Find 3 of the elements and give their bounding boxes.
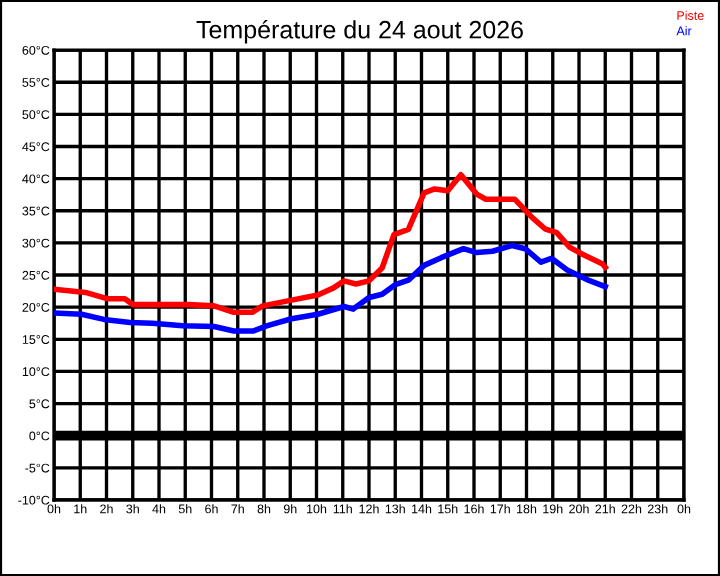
line-series [54, 172, 609, 316]
line-series [54, 242, 609, 334]
chart-title: Température du 24 aout 2026 [196, 19, 523, 44]
